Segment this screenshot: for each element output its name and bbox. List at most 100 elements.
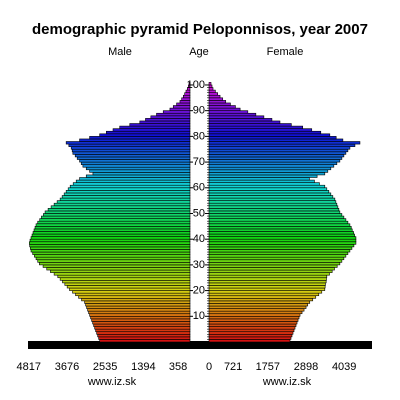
bar (208, 251, 349, 255)
bar (208, 315, 300, 320)
y-tick-label: 20 (193, 285, 205, 297)
bar (89, 136, 191, 140)
bar (93, 323, 191, 327)
bar (92, 321, 191, 325)
bar (53, 202, 191, 207)
bar (112, 128, 191, 132)
bar (188, 82, 191, 86)
bar (30, 236, 191, 240)
bar (179, 100, 191, 104)
bar (208, 282, 326, 286)
bar (99, 339, 191, 343)
credit: www.iz.sk (87, 376, 137, 388)
bar (32, 231, 191, 235)
bar (89, 169, 191, 173)
bar (169, 107, 191, 111)
bar (172, 105, 191, 109)
bar (208, 277, 327, 281)
baseline (28, 341, 372, 349)
bar (208, 210, 341, 214)
bar (208, 94, 221, 99)
legend-left: Male (108, 46, 132, 58)
bar (208, 285, 326, 289)
bar (64, 282, 191, 286)
bar (208, 290, 323, 294)
bar (208, 254, 347, 258)
bar (208, 259, 343, 263)
bar (41, 215, 191, 219)
bar (94, 326, 191, 330)
bar (106, 130, 191, 135)
bar (208, 195, 334, 199)
bar (208, 133, 331, 137)
bar (208, 130, 322, 135)
bar (208, 269, 333, 273)
y-tick-label: 10 (193, 310, 205, 322)
bar (62, 280, 191, 284)
bar (95, 328, 191, 333)
bar (208, 161, 338, 165)
bar (79, 138, 191, 142)
bar (176, 102, 191, 106)
bar (181, 97, 191, 101)
bar (156, 112, 191, 117)
x-tick-label: 2898 (294, 361, 318, 373)
bar (208, 308, 305, 312)
y-tick-label: 30 (193, 259, 205, 271)
bar (208, 172, 326, 176)
bar (208, 84, 213, 88)
bar (87, 308, 191, 312)
x-tick-label: 358 (169, 361, 187, 373)
bar (208, 182, 320, 186)
bar (76, 156, 191, 160)
x-tick-label: 1757 (256, 361, 280, 373)
bar (208, 190, 330, 194)
bar (208, 148, 349, 153)
y-tick-label: 90 (193, 105, 205, 117)
chart-title: demographic pyramid Peloponnisos, year 2… (32, 21, 368, 38)
bar (208, 177, 310, 181)
bar (208, 246, 353, 250)
bar (119, 125, 191, 129)
bar (69, 184, 191, 189)
credit: www.iz.sk (262, 376, 312, 388)
bar (208, 107, 241, 111)
bar (208, 159, 341, 163)
bar (39, 218, 191, 222)
bar (35, 256, 191, 261)
bar (80, 161, 191, 165)
bar (44, 210, 191, 214)
bar (34, 226, 191, 230)
bar (208, 220, 349, 225)
bar (208, 226, 352, 230)
bar (208, 169, 329, 173)
bar (208, 318, 299, 322)
bar (208, 179, 315, 183)
bar (208, 256, 345, 261)
bar (208, 123, 292, 127)
bar (30, 246, 191, 250)
bar (72, 151, 191, 155)
x-tick-label: 1394 (131, 361, 155, 373)
bar (30, 249, 191, 253)
bar (208, 303, 309, 307)
bar (208, 323, 297, 327)
bar (39, 262, 191, 266)
bar (42, 264, 191, 268)
bar (91, 318, 191, 322)
bar (208, 287, 326, 291)
bar (208, 264, 338, 268)
bar (208, 156, 343, 160)
bar (208, 313, 301, 317)
bar (208, 208, 340, 212)
x-tick-label: 0 (206, 361, 212, 373)
bar (35, 223, 191, 227)
bar (97, 333, 191, 338)
bar (162, 110, 191, 114)
x-tick-label: 4817 (17, 361, 41, 373)
bar (208, 202, 338, 207)
bar (208, 166, 332, 171)
y-tick-label: 70 (193, 156, 205, 168)
bar (208, 100, 227, 104)
bar (183, 94, 191, 99)
